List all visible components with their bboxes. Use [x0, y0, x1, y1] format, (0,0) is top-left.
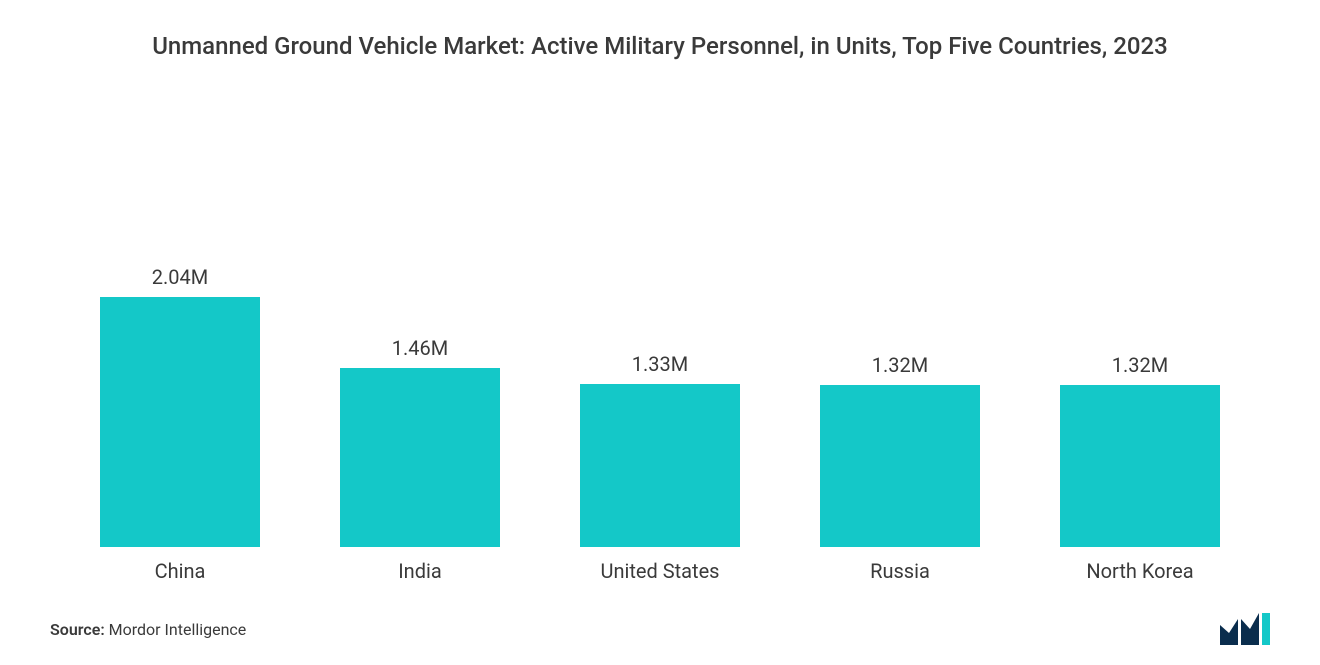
plot-area: 2.04MChina1.46MIndia1.33MUnited States1.… — [50, 74, 1270, 593]
brand-logo — [1220, 613, 1270, 645]
bar-category-label: China — [155, 559, 206, 583]
source-line: Source: Mordor Intelligence — [50, 620, 246, 639]
bar-group: 2.04M China — [60, 134, 300, 583]
bar-group: 1.32M Russia — [780, 134, 1020, 583]
bar-value-label: 2.04M — [152, 265, 208, 289]
bar-category-label: United States — [600, 559, 719, 583]
bar-value-label: 1.33M — [632, 352, 688, 376]
chart-footer: Source: Mordor Intelligence — [50, 603, 1270, 645]
bar-category-label: North Korea — [1086, 559, 1193, 583]
chart-title: Unmanned Ground Vehicle Market: Active M… — [50, 30, 1270, 64]
bar-category-label: Russia — [870, 559, 930, 583]
bar-value-label: 1.32M — [1112, 353, 1168, 377]
bar-value-label: 1.32M — [872, 353, 928, 377]
bar — [1060, 385, 1220, 547]
bar — [580, 384, 740, 547]
bar-group: 1.46M India — [300, 134, 540, 583]
source-label: Source: — [50, 620, 105, 639]
bar-value-label: 1.46M — [392, 336, 448, 360]
chart-container: Unmanned Ground Vehicle Market: Active M… — [0, 0, 1320, 665]
bar-group: 1.32M North Korea — [1020, 134, 1260, 583]
bar-group: 1.33M United States — [540, 134, 780, 583]
bar — [100, 297, 260, 547]
source-text: Mordor Intelligence — [109, 620, 247, 639]
logo-icon — [1220, 613, 1270, 645]
bar-category-label: India — [398, 559, 442, 583]
bar — [820, 385, 980, 547]
bar — [340, 368, 500, 547]
